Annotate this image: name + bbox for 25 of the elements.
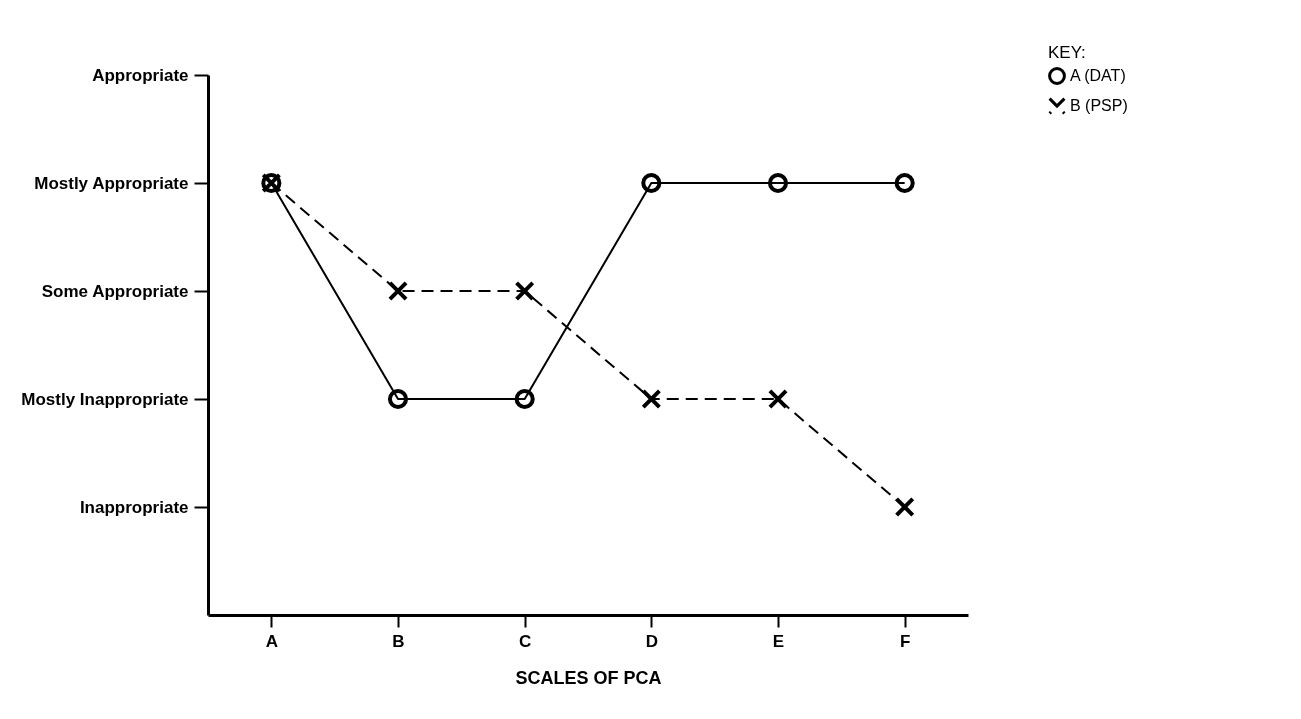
x-tick-label: C [519,631,532,651]
x-tick-label: D [645,631,658,651]
point [767,172,789,194]
text: Inappropriate [79,497,189,517]
point [387,280,409,302]
text: Mostly Appropriate [34,173,189,193]
point [767,388,789,410]
point [514,280,535,302]
legend-title: KEY: [1048,43,1086,62]
point [641,388,662,410]
point [387,388,409,410]
point [894,496,915,518]
point [641,172,662,194]
legend-label: A (DAT) [1070,67,1126,84]
text: Appropriate [92,65,189,85]
x-tick-label: E [772,631,785,651]
point [894,172,915,194]
x-tick-label: B [392,631,405,651]
text: Some Appropriate [41,281,189,301]
legend-label: B (PSP) [1070,97,1128,114]
x-tick-label: F [899,631,911,651]
text: Mostly Inappropriate [21,389,189,409]
x-tick-label: A [265,631,278,651]
x-axis-title: SCALES OF PCA [515,667,662,688]
point [514,388,535,410]
